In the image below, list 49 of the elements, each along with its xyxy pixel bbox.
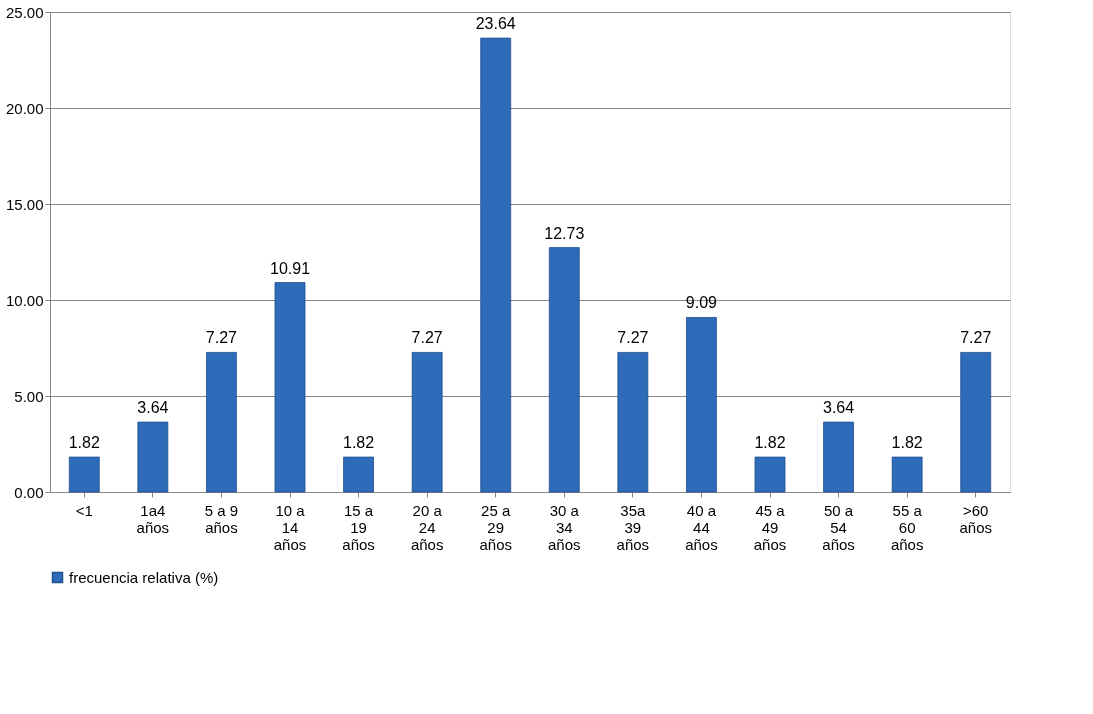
bar (480, 37, 512, 493)
data-label: 9.09 (685, 294, 718, 312)
data-label: 3.64 (823, 399, 855, 417)
x-tick-label: 15 a 19 años (342, 501, 375, 553)
x-tick-label: 1a4 años (136, 501, 170, 536)
x-tick-label: 35a 39 años (616, 501, 650, 553)
bar (686, 317, 717, 493)
bar (960, 352, 992, 493)
bar (137, 421, 169, 493)
bar (68, 456, 100, 493)
x-tick-label: 5 a 9 años (204, 501, 239, 536)
bar (617, 352, 649, 493)
legend-label: frecuencia relativa (%) (69, 568, 219, 586)
y-tick-label: 20.00 (5, 99, 44, 117)
bar (548, 247, 580, 493)
data-label: 1.82 (754, 434, 786, 452)
data-label: 12.73 (544, 224, 585, 242)
y-tick-label: 15.00 (5, 195, 44, 213)
bar (343, 456, 374, 493)
data-label: 3.64 (137, 399, 169, 417)
y-tick-label: 25.00 (5, 3, 44, 21)
data-label: 23.64 (475, 15, 516, 33)
x-tick-label: 55 a 60 años (890, 501, 924, 553)
data-label: 1.82 (343, 434, 375, 452)
y-tick-label: 5.00 (14, 387, 44, 405)
bar (891, 456, 923, 493)
x-tick-label: 20 a 24 años (410, 501, 444, 553)
y-tick-label: 10.00 (5, 291, 44, 309)
data-label: 7.27 (205, 329, 238, 347)
x-tick-label: 45 a 49 años (753, 501, 787, 553)
data-label: 7.27 (411, 329, 443, 347)
x-tick-label: <1 (75, 501, 93, 519)
bar (206, 352, 237, 493)
x-tick-label: 30 a 34 años (548, 501, 581, 553)
bar (754, 456, 786, 493)
x-tick-label: 40 a 44 años (685, 501, 718, 553)
data-label: 10.91 (269, 259, 311, 277)
x-tick-label: 25 a 29 años (479, 501, 512, 553)
x-tick-label: >60 años (959, 501, 992, 536)
bar (823, 421, 854, 493)
bar (411, 352, 443, 493)
x-tick-label: 10 a 14 años (273, 501, 307, 553)
bar (274, 282, 306, 493)
data-label: 7.27 (617, 329, 649, 347)
data-label: 7.27 (960, 329, 992, 347)
x-tick-label: 50 a 54 años (822, 501, 855, 553)
y-tick-label: 0.00 (14, 483, 44, 501)
data-label: 1.82 (891, 434, 923, 452)
data-label: 1.82 (68, 434, 100, 452)
